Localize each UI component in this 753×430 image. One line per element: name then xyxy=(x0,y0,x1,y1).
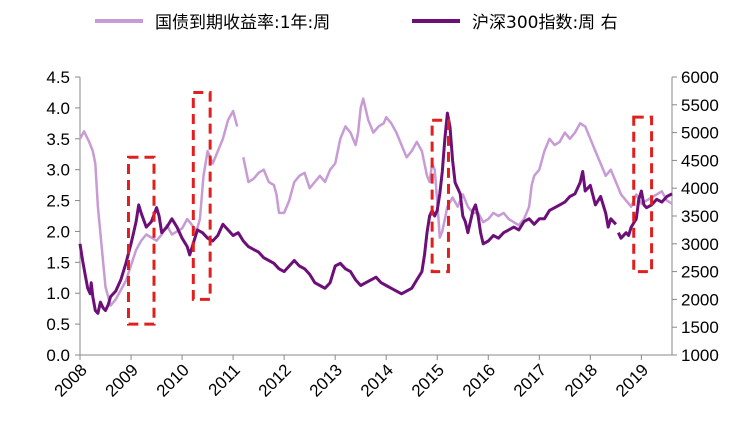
series xyxy=(78,97,673,315)
y-right-tick-label: 3500 xyxy=(681,207,719,226)
y-right-tick-label: 4500 xyxy=(681,151,719,170)
x-tick-label: 2014 xyxy=(357,360,397,400)
y-right-tick-label: 5500 xyxy=(681,96,719,115)
x-tick-label: 2012 xyxy=(255,360,295,400)
y-right-tick-label: 5000 xyxy=(681,124,719,143)
x-tick-label: 2008 xyxy=(51,360,91,400)
y-left-tick-label: 4.5 xyxy=(46,68,70,87)
highlight-dashed-box xyxy=(191,90,212,301)
x-tick-label: 2015 xyxy=(408,360,448,400)
x-tick-label: 2013 xyxy=(306,360,346,400)
y-right-tick-label: 6000 xyxy=(681,68,719,87)
bond-yield-series-line xyxy=(242,97,673,239)
x-tick-label: 2009 xyxy=(102,360,142,400)
x-tick-label: 2019 xyxy=(612,360,652,400)
y-right-tick-label: 1000 xyxy=(681,346,719,365)
x-tick-label: 2016 xyxy=(459,360,499,400)
y-left-tick-label: 1.0 xyxy=(46,284,70,303)
axes xyxy=(79,77,673,356)
y-left-tick-label: 3.5 xyxy=(46,130,70,149)
x-tick-label: 2011 xyxy=(205,360,244,399)
legend: 国债到期收益率:1年:周 沪深300指数:周 右 xyxy=(95,13,618,33)
csi300-series-line xyxy=(78,111,617,315)
y-left-tick-label: 2.5 xyxy=(46,192,70,211)
x-tick-label: 2010 xyxy=(153,360,193,400)
y-left-tick-label: 2.0 xyxy=(46,222,70,241)
csi300-series-line xyxy=(617,189,673,240)
legend-label-csi300: 沪深300指数:周 右 xyxy=(472,13,618,33)
y-right-tick-label: 3000 xyxy=(681,235,719,254)
annotations xyxy=(126,90,654,326)
y-right-tick-label: 2500 xyxy=(681,263,719,282)
x-tick-label: 2018 xyxy=(561,360,601,400)
y-left-tick-label: 3.0 xyxy=(46,161,70,180)
legend-label-bond-yield: 国债到期收益率:1年:周 xyxy=(155,13,330,33)
y-left-tick-label: 4.0 xyxy=(46,99,70,118)
bond-yield-series-line xyxy=(78,109,239,307)
y-right-tick-label: 2000 xyxy=(681,290,719,309)
x-tick-label: 2017 xyxy=(510,360,550,400)
y-left-tick-label: 0.5 xyxy=(46,315,70,334)
y-left-tick-label: 1.5 xyxy=(46,253,70,272)
y-right-tick-label: 1500 xyxy=(681,318,719,337)
highlight-dashed-box xyxy=(430,118,450,274)
highlight-dashed-box xyxy=(632,115,654,274)
ticks: 0.0 0.5 1.0 1.5 2.0 2.5 3.0 3.5 4.0 4.5 1000 1500 20… xyxy=(46,68,718,401)
y-right-tick-label: 4000 xyxy=(681,179,719,198)
y-left-tick-label: 0.0 xyxy=(46,346,70,365)
